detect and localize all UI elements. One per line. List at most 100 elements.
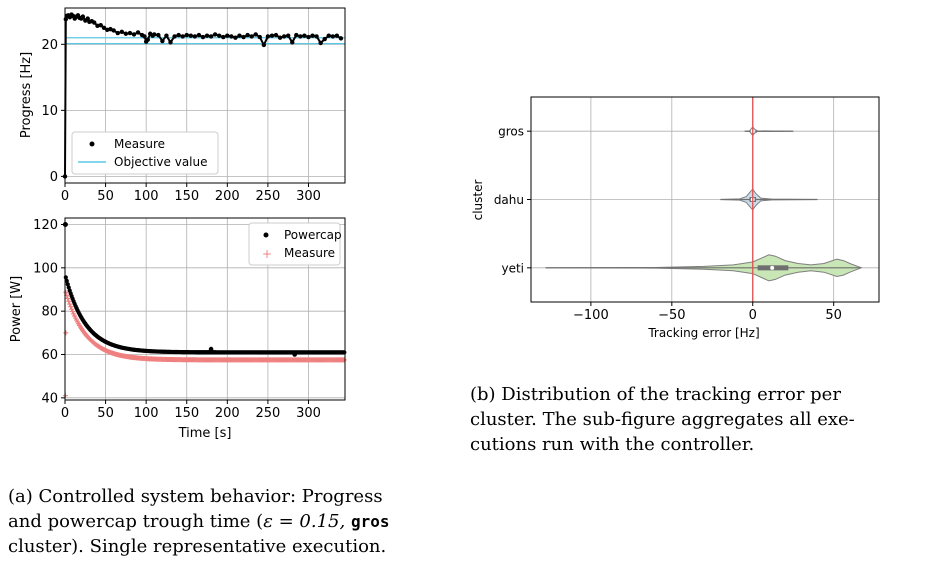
measure-point [249, 34, 254, 39]
measure-point [330, 34, 336, 39]
caption-a-line-2: and powercap trough time (ε = 0.15, gros [8, 509, 458, 534]
power-measure-mark [65, 295, 71, 301]
measure-point [184, 32, 189, 38]
powercap-point [63, 275, 68, 280]
x-tick-label: 0 [61, 406, 69, 421]
measure-point [298, 34, 303, 39]
measure-point [281, 34, 287, 39]
progress-y-axis-label: Progress [Hz] [19, 52, 34, 138]
powercap-point [208, 346, 214, 352]
x-tick-label: 200 [215, 406, 240, 421]
legend-powercap-marker [263, 232, 269, 238]
caption-b: (b) Distribution of the tracking error p… [470, 382, 920, 457]
measure-point [168, 40, 173, 45]
category-label: dahu [494, 193, 524, 207]
measure-point [294, 32, 299, 38]
power-x-axis-label: Time [s] [178, 426, 232, 441]
violin-median-yeti [770, 265, 775, 270]
y-tick-label: 60 [41, 348, 58, 363]
progress-ticks: 0 50 100 150 200 250 300 0 10 20 [41, 38, 320, 204]
measure-point [160, 38, 165, 44]
x-tick-label: 50 [825, 308, 842, 323]
progress-frame [64, 7, 346, 184]
measure-point [290, 40, 295, 45]
measure-point [269, 33, 275, 38]
measure-point [176, 32, 181, 38]
measure-point [257, 34, 262, 40]
power-measure-mark [341, 357, 347, 363]
measure-point [152, 32, 157, 37]
power-ticks: 0 50 100 150 200 250 300 40 60 80 100 120 [33, 218, 321, 421]
powercap-point [292, 352, 297, 357]
legend-measure-marker [89, 141, 95, 147]
caption-a-epsilon: ε = 0.15, [263, 511, 351, 532]
measure-point [334, 33, 340, 38]
measure-point [217, 33, 222, 38]
power-y-axis-label: Power [W] [9, 276, 24, 342]
x-tick-label: 100 [134, 189, 159, 204]
x-tick-label: 100 [134, 406, 159, 421]
legend-power-measure-label: Measure [284, 246, 335, 260]
x-tick-label: 250 [255, 406, 280, 421]
x-tick-label: 50 [97, 189, 114, 204]
caption-a-line-2-text: and powercap trough time ( [8, 511, 264, 532]
measure-point [225, 33, 230, 38]
measure-point [85, 16, 90, 21]
measure-point [326, 33, 331, 38]
measure-point [261, 42, 267, 48]
powercap-point [342, 350, 347, 355]
caption-a-line-1: (a) Controlled system behavior: Progress [8, 486, 383, 507]
measure-point [212, 32, 218, 37]
measure-point [80, 14, 86, 19]
measure-point [200, 34, 206, 40]
power-panel: 0 50 100 150 200 250 300 40 60 80 100 120 Power [W]… [9, 217, 347, 441]
measure-point [208, 34, 214, 39]
powercap-point [64, 278, 69, 284]
y-tick-label: 80 [41, 305, 58, 320]
x-tick-label: 0 [61, 189, 69, 204]
measure-point [241, 34, 246, 40]
violin-marks [545, 97, 863, 302]
measure-point [285, 33, 291, 38]
x-tick-label: 200 [215, 189, 240, 204]
y-tick-label: 120 [33, 218, 58, 233]
measure-point [273, 32, 279, 38]
measure-point [142, 34, 147, 39]
caption-b-line-2: cluster. The sub-figure aggregates all e… [470, 409, 855, 430]
violin-ticks: −100 −50 0 50 gros dahu yeti [494, 125, 842, 323]
caption-a: (a) Controlled system behavior: Progress… [8, 484, 458, 559]
violin-y-axis-label: cluster [471, 180, 485, 221]
x-tick-label: 300 [296, 189, 321, 204]
measure-point [338, 36, 344, 41]
measure-point [302, 33, 307, 38]
measure-point [172, 34, 177, 39]
progress-marks [62, 12, 345, 179]
measure-point [310, 33, 315, 38]
power-measure-mark [63, 330, 69, 336]
measure-point [123, 31, 129, 36]
x-tick-label: −100 [573, 308, 609, 323]
measure-point [164, 33, 169, 38]
measure-point [237, 33, 242, 38]
measure-point [265, 34, 271, 39]
measure-point [233, 35, 238, 40]
x-tick-label: 300 [296, 406, 321, 421]
x-tick-label: 50 [97, 406, 114, 421]
category-label: yeti [501, 261, 524, 275]
x-tick-label: 150 [174, 406, 199, 421]
measure-point [156, 32, 161, 38]
violin-panel: −100 −50 0 50 gros dahu yeti cluster Tracking … [471, 96, 880, 340]
measure-point [135, 30, 141, 35]
y-tick-label: 40 [41, 391, 58, 406]
y-tick-label: 20 [41, 38, 58, 53]
caption-a-line-3: cluster). Single representative executio… [8, 536, 387, 557]
x-tick-label: −50 [658, 308, 685, 323]
category-label: gros [498, 125, 524, 139]
measure-point [229, 34, 234, 39]
power-frame [64, 217, 346, 401]
measure-point [196, 32, 202, 38]
caption-b-line-3: cutions run with the controller. [470, 434, 755, 455]
x-tick-label: 0 [749, 308, 757, 323]
measure-point [145, 37, 150, 42]
